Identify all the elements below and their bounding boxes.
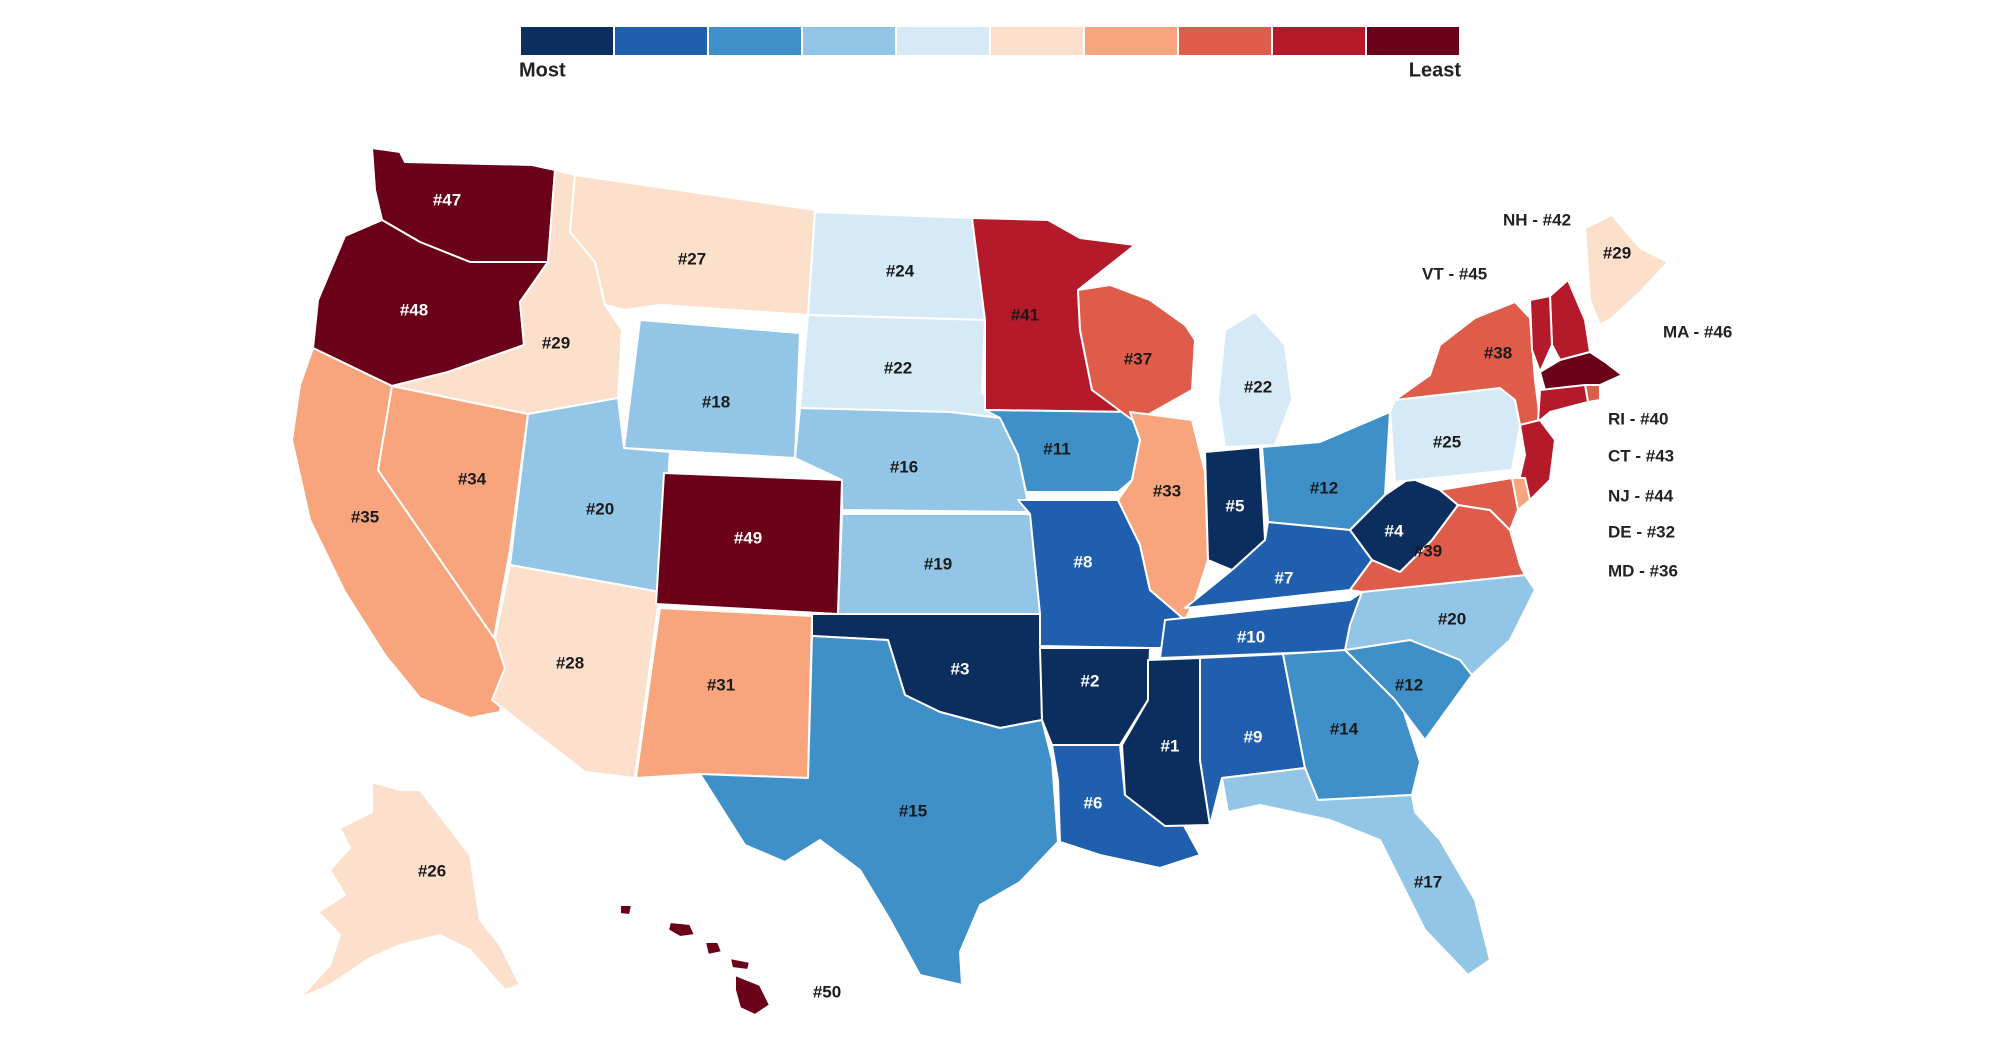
state-hi bbox=[619, 904, 771, 1016]
state-ak bbox=[299, 781, 521, 999]
rank-label-wv: #4 bbox=[1385, 521, 1404, 540]
rank-label-id: #29 bbox=[542, 333, 570, 352]
rank-label-co: #49 bbox=[734, 528, 762, 547]
rank-label-wy: #18 bbox=[702, 392, 730, 411]
rank-label-nm: #31 bbox=[707, 675, 735, 694]
state-nj bbox=[1517, 419, 1556, 501]
callout-ma: MA - #46 bbox=[1663, 322, 1732, 341]
state-me bbox=[1584, 214, 1669, 326]
rank-label-nv: #34 bbox=[458, 469, 487, 488]
rank-label-ms: #1 bbox=[1161, 736, 1180, 755]
rank-label-or: #48 bbox=[400, 300, 428, 319]
rank-label-va: #39 bbox=[1414, 541, 1442, 560]
rank-label-tn: #10 bbox=[1237, 627, 1265, 646]
state-mi bbox=[1217, 311, 1293, 448]
legend-swatch-2 bbox=[615, 27, 707, 55]
rank-label-mn: #41 bbox=[1011, 305, 1039, 324]
rank-label-ak: #26 bbox=[418, 861, 446, 880]
state-az bbox=[491, 564, 661, 779]
rank-label-ut: #20 bbox=[586, 499, 614, 518]
state-md bbox=[1439, 477, 1519, 531]
rank-label-nd: #24 bbox=[886, 261, 915, 280]
callout-vt: VT - #45 bbox=[1422, 264, 1487, 283]
rank-label-ky: #7 bbox=[1275, 568, 1294, 587]
rank-label-sd: #22 bbox=[884, 358, 912, 377]
rank-label-me: #29 bbox=[1603, 243, 1631, 262]
state-nh bbox=[1549, 279, 1591, 361]
rank-label-ia: #11 bbox=[1043, 439, 1070, 458]
rank-label-oh: #12 bbox=[1310, 478, 1338, 497]
callout-ri: RI - #40 bbox=[1608, 409, 1668, 428]
rank-label-al: #9 bbox=[1244, 727, 1263, 746]
legend-swatch-6 bbox=[991, 27, 1083, 55]
rank-label-ks: #19 bbox=[924, 554, 952, 573]
state-mt bbox=[569, 174, 816, 316]
rank-label-sc: #12 bbox=[1395, 675, 1423, 694]
small-state-callouts: NH - #42 VT - #45 MA - #46 RI - #40 CT -… bbox=[1422, 210, 1732, 580]
rank-label-ny: #38 bbox=[1484, 343, 1512, 362]
callout-nh: NH - #42 bbox=[1503, 210, 1571, 229]
rank-label-wa: #47 bbox=[433, 190, 461, 209]
states-layer bbox=[291, 147, 1669, 1016]
legend-swatch-3 bbox=[709, 27, 801, 55]
rank-label-la: #6 bbox=[1084, 793, 1103, 812]
rank-label-ca: #35 bbox=[351, 507, 379, 526]
state-nc bbox=[1344, 574, 1536, 676]
rank-label-tx: #15 bbox=[899, 801, 927, 820]
rank-labels-layer: #47 #48 #35 #34 #29 #27 #18 #20 #28 #49 #31 #24 #22 #… bbox=[351, 190, 1631, 1001]
rank-label-ne: #16 bbox=[890, 457, 918, 476]
state-wi bbox=[1077, 284, 1196, 423]
state-il bbox=[1117, 411, 1209, 621]
rank-label-mi: #22 bbox=[1244, 377, 1272, 396]
color-legend: Most Least bbox=[519, 27, 1461, 81]
legend-swatch-4 bbox=[803, 27, 895, 55]
state-vt bbox=[1529, 295, 1553, 373]
rank-label-az: #28 bbox=[556, 653, 584, 672]
legend-swatch-9 bbox=[1273, 27, 1365, 55]
callout-de: DE - #32 bbox=[1608, 522, 1675, 541]
state-wy bbox=[623, 319, 801, 459]
legend-swatch-7 bbox=[1085, 27, 1177, 55]
rank-label-pa: #25 bbox=[1433, 432, 1461, 451]
rank-label-wi: #37 bbox=[1124, 349, 1152, 368]
rank-label-nc: #20 bbox=[1438, 609, 1466, 628]
rank-label-mt: #27 bbox=[678, 249, 706, 268]
state-tx bbox=[699, 635, 1059, 986]
state-fl bbox=[1221, 767, 1491, 976]
rank-label-ok: #3 bbox=[951, 659, 970, 678]
rank-label-in: #5 bbox=[1226, 496, 1245, 515]
legend-swatch-10 bbox=[1367, 27, 1459, 55]
callout-nj: NJ - #44 bbox=[1608, 486, 1674, 505]
rank-label-ga: #14 bbox=[1330, 719, 1359, 738]
state-ma bbox=[1539, 351, 1623, 391]
legend-label-least: Least bbox=[1409, 59, 1462, 81]
rank-label-fl: #17 bbox=[1414, 872, 1442, 891]
rank-label-hi: #50 bbox=[813, 982, 841, 1001]
state-ct bbox=[1537, 384, 1589, 423]
legend-label-most: Most bbox=[519, 59, 566, 81]
legend-swatch-8 bbox=[1179, 27, 1271, 55]
legend-swatch-1 bbox=[521, 27, 613, 55]
rank-label-il: #33 bbox=[1153, 481, 1181, 500]
legend-swatches bbox=[521, 27, 1459, 55]
callout-ct: CT - #43 bbox=[1608, 446, 1674, 465]
callout-md: MD - #36 bbox=[1608, 561, 1678, 580]
rank-label-mo: #8 bbox=[1074, 552, 1093, 571]
legend-swatch-5 bbox=[897, 27, 989, 55]
rank-label-ar: #2 bbox=[1081, 671, 1100, 690]
